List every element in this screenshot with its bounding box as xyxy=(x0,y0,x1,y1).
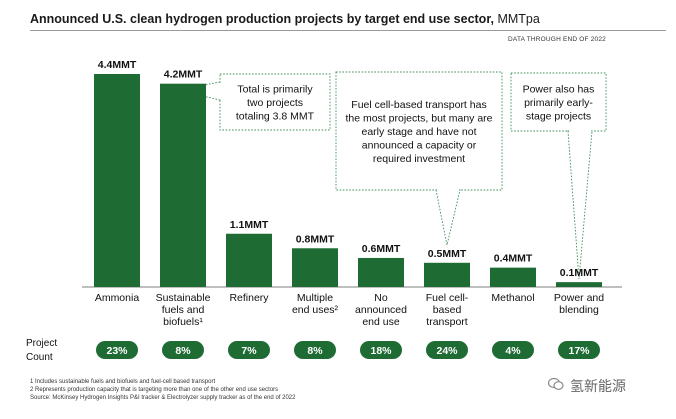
category-label: Methanol xyxy=(491,292,534,304)
annotation-box xyxy=(335,71,503,191)
title-text: Announced U.S. clean hydrogen production… xyxy=(30,12,494,26)
category-label: Sustainable xyxy=(156,292,211,304)
watermark: 氢新能源 xyxy=(547,376,626,396)
category-label: based xyxy=(433,304,462,316)
value-label: 0.5MMT xyxy=(428,248,467,260)
project-count-value: 7% xyxy=(241,345,257,357)
value-label: 0.1MMT xyxy=(560,267,599,279)
project-count-pill xyxy=(228,341,270,359)
bar xyxy=(160,83,206,287)
project-count-value: 8% xyxy=(307,345,323,357)
annotation-text: Fuel cell-based transport has xyxy=(351,99,486,111)
chart-title: Announced U.S. clean hydrogen production… xyxy=(30,12,540,26)
project-count-value: 23% xyxy=(106,345,128,357)
value-label: 4.2MMT xyxy=(164,69,203,81)
project-count-value: 18% xyxy=(370,345,392,357)
project-count-label: Project Count xyxy=(26,337,57,365)
annotation-text: Total is primarily xyxy=(237,84,313,96)
project-count-pill xyxy=(96,341,138,359)
value-label: 0.6MMT xyxy=(362,243,401,255)
project-count-value: 17% xyxy=(568,345,590,357)
category-label: transport xyxy=(426,316,468,328)
project-count-value: 24% xyxy=(436,345,458,357)
project-count-pill xyxy=(162,341,204,359)
watermark-text: 氢新能源 xyxy=(570,378,626,394)
category-label: Ammonia xyxy=(95,292,140,304)
title-unit: MMTpa xyxy=(497,12,540,26)
bar xyxy=(292,248,338,287)
annotation-text: required investment xyxy=(373,153,465,165)
annotation-text: announced a capacity or xyxy=(362,140,477,152)
bar xyxy=(424,262,470,287)
bar xyxy=(94,74,140,287)
annotation-text: early stage and have not xyxy=(362,126,477,138)
category-label: No xyxy=(374,292,388,304)
bar xyxy=(226,233,272,287)
value-label: 0.4MMT xyxy=(494,253,533,265)
category-label: biofuels¹ xyxy=(163,316,203,328)
category-label: announced xyxy=(355,304,407,316)
project-count-label-line: Project xyxy=(26,338,58,349)
project-count-pill xyxy=(360,341,402,359)
annotation-pointer xyxy=(567,130,593,280)
annotation-text: primarily early- xyxy=(524,97,593,109)
category-label: end use xyxy=(362,316,400,328)
annotation-text: stage projects xyxy=(526,111,591,123)
bar xyxy=(490,267,536,287)
category-label: Power and xyxy=(554,292,604,304)
project-count-pill xyxy=(426,341,468,359)
value-label: 4.4MMT xyxy=(98,59,137,71)
bar xyxy=(556,282,602,287)
project-count-value: 8% xyxy=(175,345,191,357)
bar xyxy=(358,257,404,287)
value-label: 1.1MMT xyxy=(230,219,269,231)
annotation-text: totaling 3.8 MMT xyxy=(236,111,315,123)
project-count-label-line: Count xyxy=(26,352,53,363)
data-through-note: DATA THROUGH END OF 2022 xyxy=(508,36,606,43)
value-label: 0.8MMT xyxy=(296,233,335,245)
category-label: Fuel cell- xyxy=(426,292,469,304)
footnote-1: 1 Includes sustainable fuels and biofuel… xyxy=(30,379,216,385)
project-count-pill xyxy=(492,341,534,359)
annotation-box xyxy=(219,73,331,131)
category-label: Refinery xyxy=(229,292,269,304)
annotation-text: two projects xyxy=(247,97,303,109)
project-count-pill xyxy=(558,341,600,359)
footnote-2: 2 Represents production capacity that is… xyxy=(30,387,279,393)
category-label: blending xyxy=(559,304,599,316)
category-label: Multiple xyxy=(297,292,333,304)
category-label: end uses² xyxy=(292,304,339,316)
project-count-value: 4% xyxy=(505,345,521,357)
annotation-text: Power also has xyxy=(523,84,595,96)
annotation-box xyxy=(510,72,607,132)
annotation-pointer xyxy=(435,189,461,246)
footnotes: 1 Includes sustainable fuels and biofuel… xyxy=(30,378,295,402)
wechat-icon xyxy=(547,377,564,394)
annotation-text: the most projects, but many are xyxy=(345,113,492,125)
category-label: fuels and xyxy=(162,304,205,316)
project-count-pill xyxy=(294,341,336,359)
source-note: Source: McKinsey Hydrogen Insights P&I t… xyxy=(30,395,296,401)
title-divider xyxy=(30,30,666,31)
